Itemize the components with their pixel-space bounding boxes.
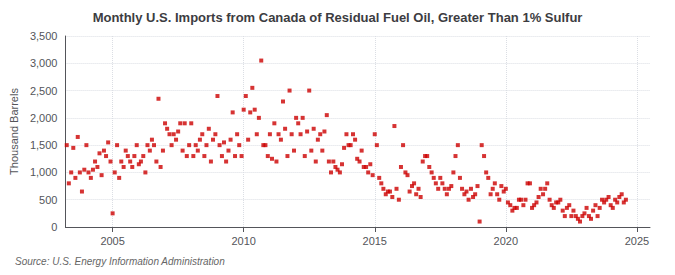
svg-text:1,000: 1,000 bbox=[30, 166, 58, 178]
svg-text:2,000: 2,000 bbox=[30, 112, 58, 124]
svg-text:2025: 2025 bbox=[625, 235, 649, 247]
svg-text:2,500: 2,500 bbox=[30, 85, 58, 97]
svg-text:2015: 2015 bbox=[363, 235, 387, 247]
svg-text:2005: 2005 bbox=[100, 235, 124, 247]
svg-text:Thousand Barrels: Thousand Barrels bbox=[8, 88, 20, 175]
svg-text:3,000: 3,000 bbox=[30, 57, 58, 69]
svg-text:2010: 2010 bbox=[231, 235, 255, 247]
svg-text:3,500: 3,500 bbox=[30, 30, 58, 42]
svg-text:500: 500 bbox=[39, 194, 57, 206]
svg-text:2020: 2020 bbox=[494, 235, 518, 247]
svg-text:1,500: 1,500 bbox=[30, 139, 58, 151]
svg-text:0: 0 bbox=[51, 221, 57, 233]
svg-text:Source: U.S. Energy Informatio: Source: U.S. Energy Information Administ… bbox=[15, 256, 225, 267]
svg-text:Monthly U.S. Imports from Cana: Monthly U.S. Imports from Canada of Resi… bbox=[93, 10, 583, 25]
